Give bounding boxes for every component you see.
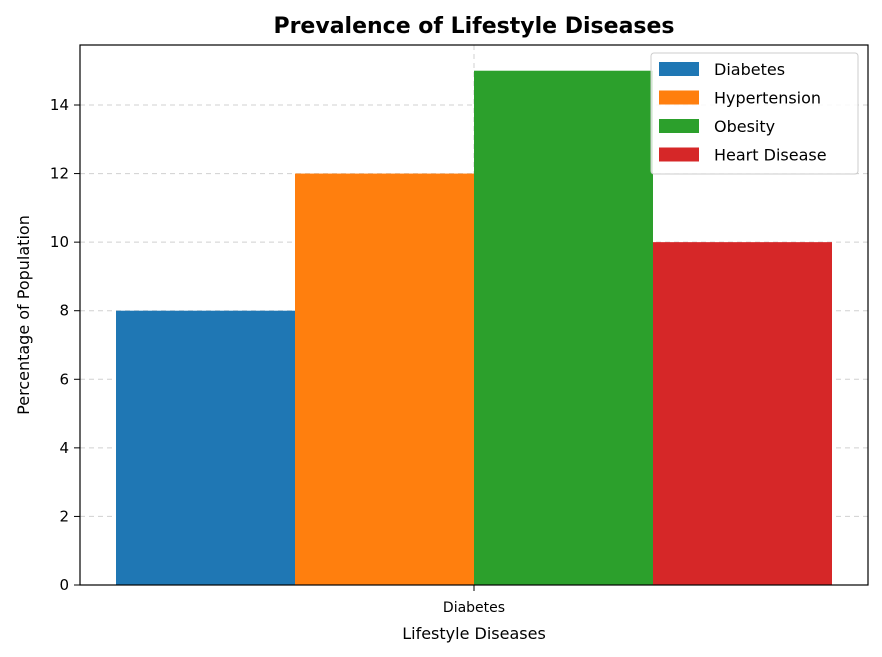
y-tick-label: 0 — [59, 576, 69, 594]
y-tick-label: 12 — [50, 165, 69, 183]
y-tick-label: 6 — [59, 370, 69, 388]
legend-label: Hypertension — [714, 89, 821, 108]
x-axis-label: Lifestyle Diseases — [402, 624, 546, 643]
y-axis-label: Percentage of Population — [14, 215, 33, 415]
bar-obesity — [474, 70, 653, 585]
legend: Diabetes Hypertension Obesity Heart Disease — [650, 52, 859, 175]
legend-box — [650, 52, 859, 175]
legend-swatch — [659, 147, 699, 162]
legend-swatch — [659, 90, 699, 105]
x-axis-ticks: Diabetes — [443, 585, 505, 616]
y-tick-label: 10 — [50, 233, 69, 251]
bars — [116, 70, 832, 586]
y-axis-ticks: 0 2 4 6 8 10 12 14 — [50, 96, 80, 594]
legend-label: Heart Disease — [714, 146, 827, 165]
y-tick-label: 4 — [59, 439, 69, 457]
y-tick-label: 8 — [59, 302, 69, 320]
bar-heart-disease — [653, 242, 832, 585]
legend-swatch — [659, 119, 699, 133]
legend-label: Diabetes — [714, 60, 785, 79]
y-tick-label: 14 — [50, 96, 69, 114]
legend-label: Obesity — [714, 117, 775, 136]
y-tick-label: 2 — [59, 507, 69, 525]
legend-swatch — [659, 62, 699, 76]
bar-hypertension — [295, 173, 474, 586]
x-tick-label: Diabetes — [443, 600, 505, 616]
chart-title: Prevalence of Lifestyle Diseases — [273, 14, 674, 39]
bar-diabetes — [116, 310, 295, 585]
